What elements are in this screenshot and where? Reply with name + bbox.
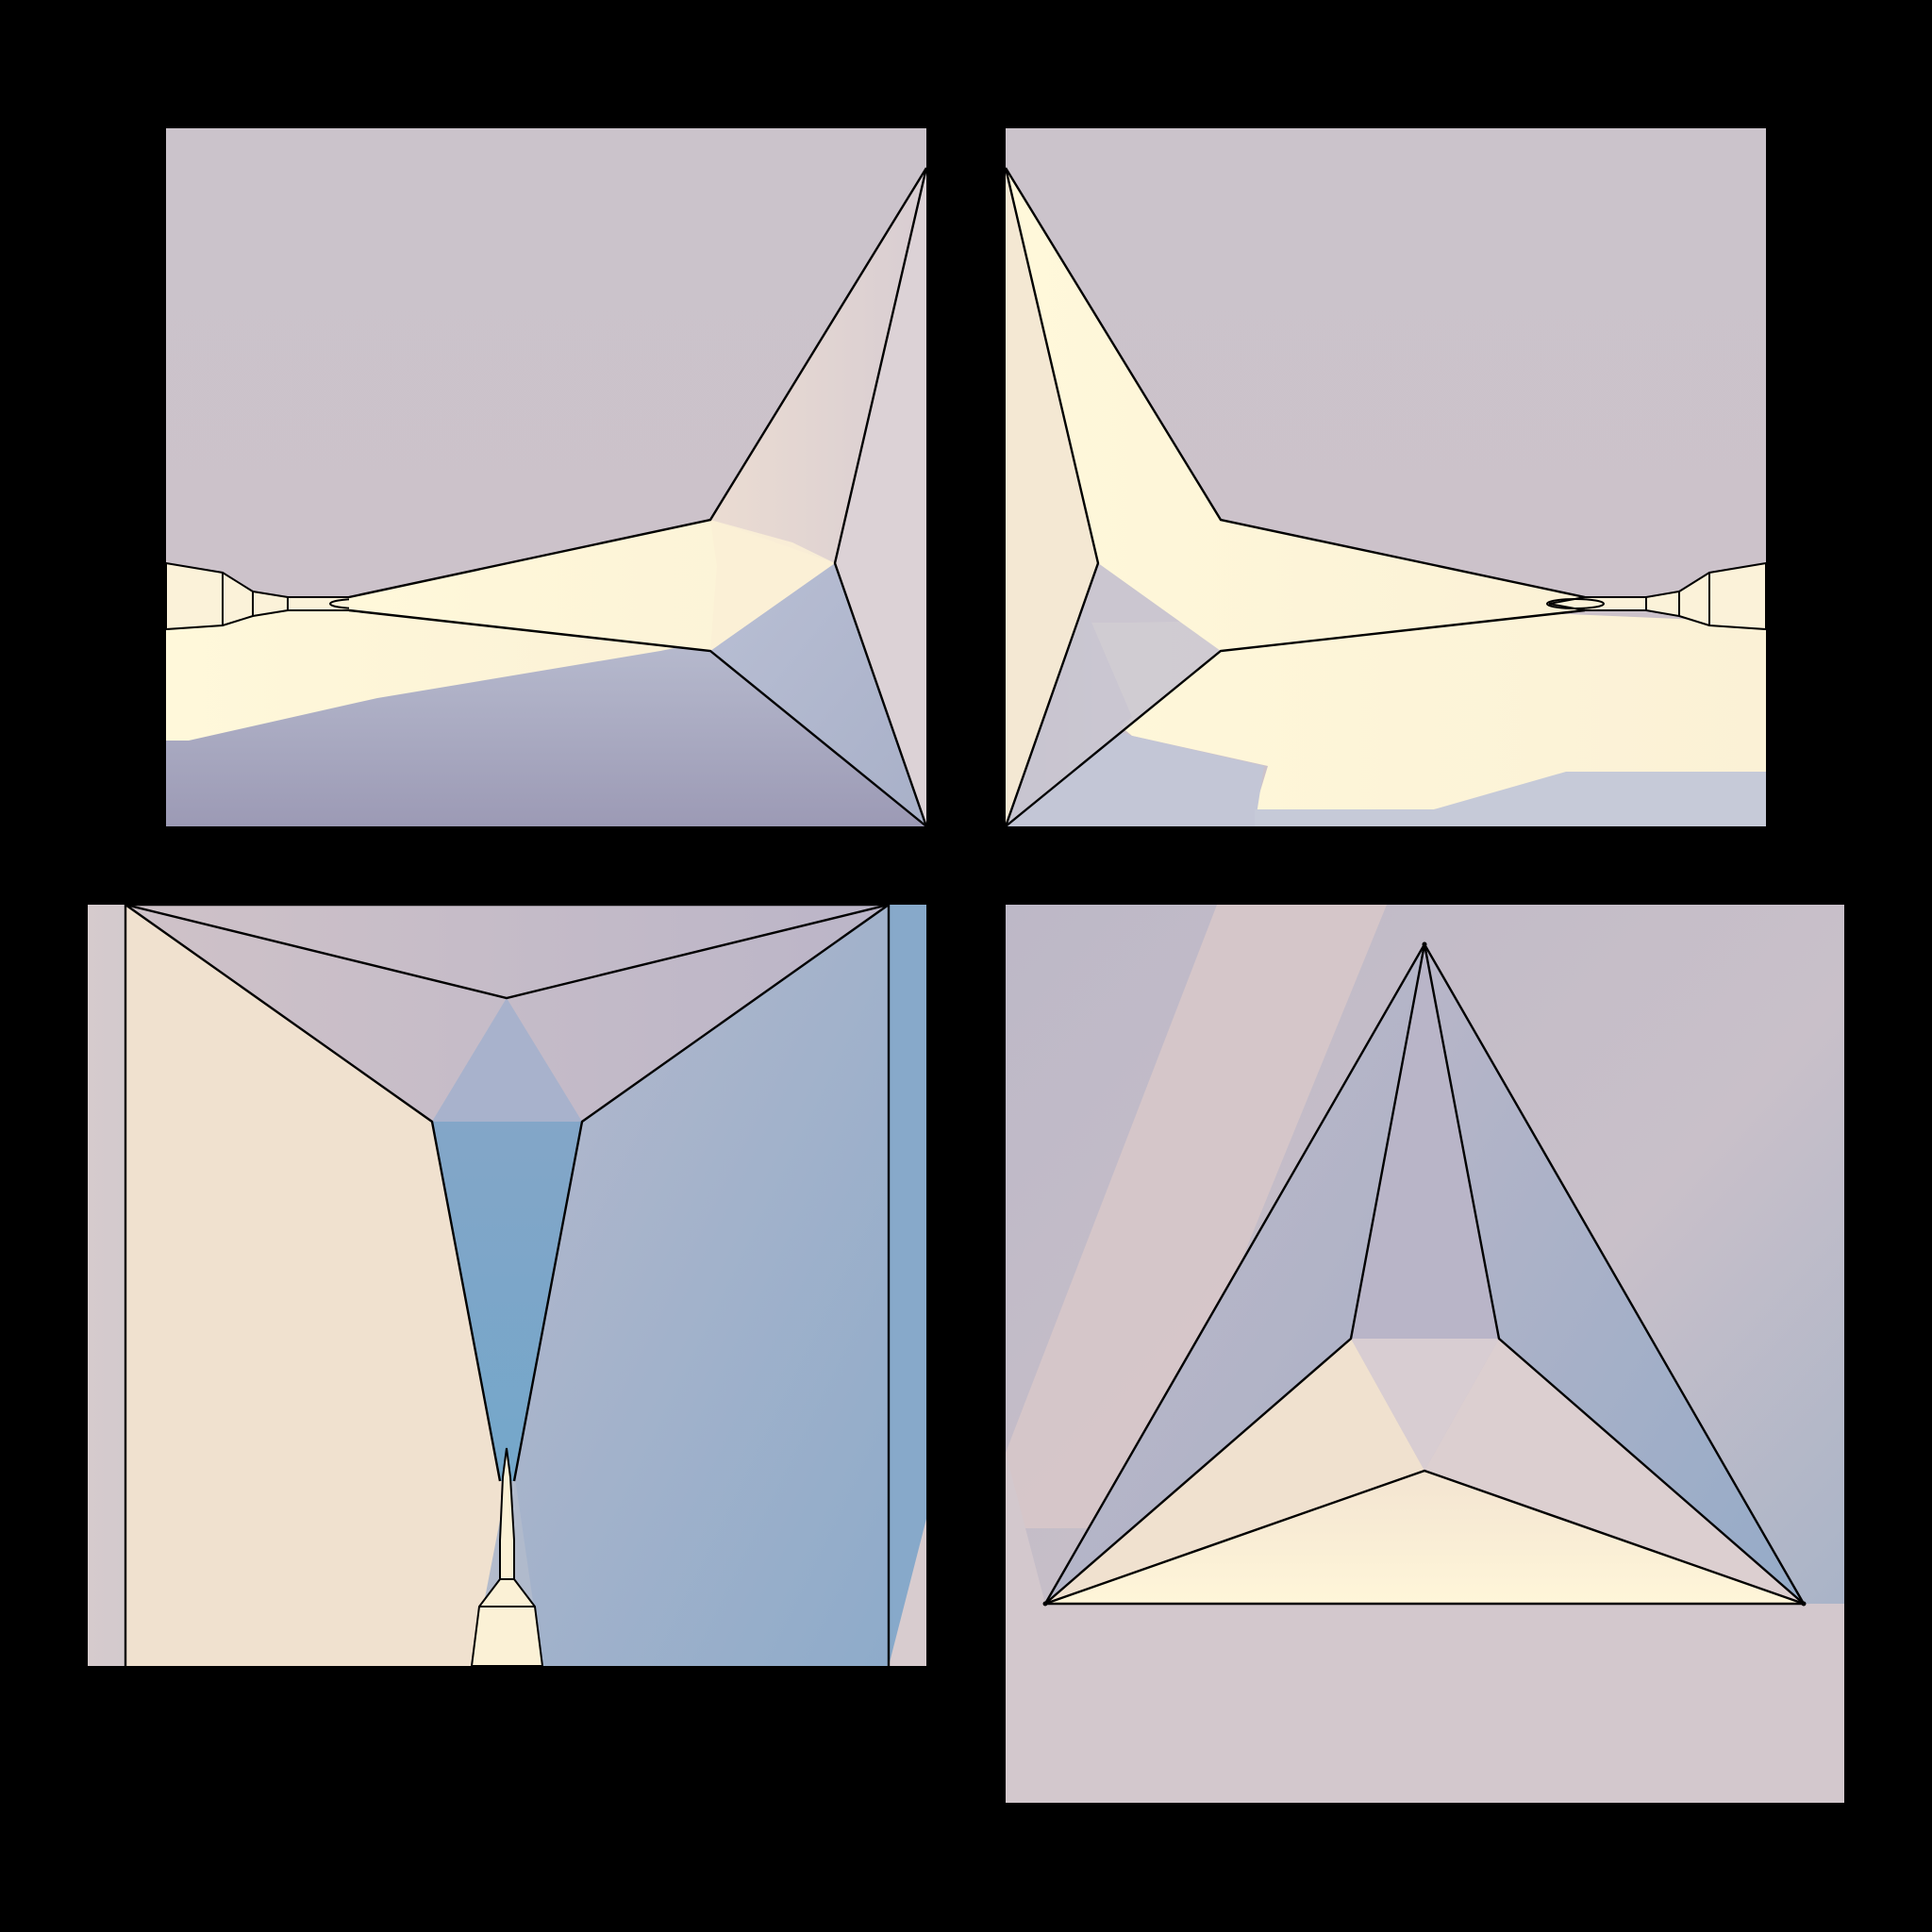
top-right-spindle [1548, 561, 1767, 631]
bottom-right-floor [1006, 1453, 1844, 1803]
top-right-side-facet [1006, 168, 1098, 826]
bottom-left-spindle [470, 1447, 544, 1667]
bottom-right-light-band [1006, 905, 1387, 1528]
top-left-side-facet [835, 168, 926, 826]
top-left-lower-facet [710, 563, 926, 826]
bottom-right-lower-left-face [1045, 1339, 1424, 1604]
top-left-lit-floor [166, 604, 708, 741]
bottom-left-center-facet [432, 1122, 582, 1481]
top-left-view [165, 128, 928, 827]
bottom-right-lower-right-face [1424, 1339, 1804, 1604]
top-right-view [1004, 128, 1767, 827]
bottom-left-top-wall [125, 905, 889, 1122]
bottom-left-center-tip [432, 998, 582, 1122]
top-right-lower-facet [1006, 563, 1221, 826]
top-left-upper-facet [710, 168, 926, 563]
bottom-right-top-face [1351, 944, 1499, 1339]
bottom-right-base-face [1045, 1471, 1804, 1604]
bottom-left-left-wall [125, 905, 509, 1666]
bottom-right-inner-face [1351, 1339, 1499, 1471]
top-right-star-arm [1006, 168, 1585, 651]
bottom-right-view [1006, 905, 1844, 1803]
bottom-left-view [88, 903, 926, 1667]
bottom-left-right-wall [514, 905, 889, 1666]
